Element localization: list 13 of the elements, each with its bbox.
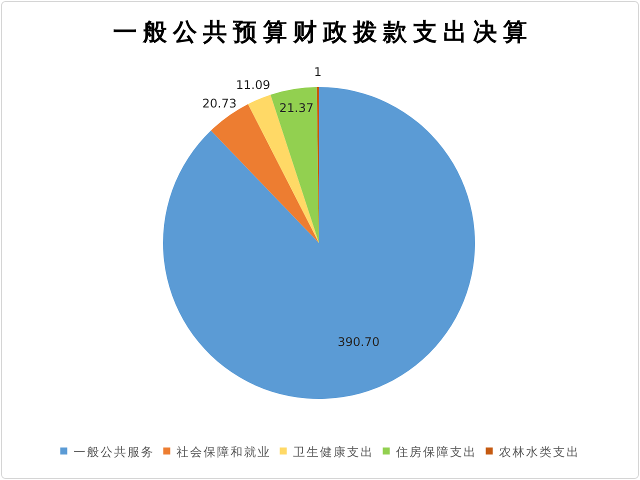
legend-label: 住房保障支出 (394, 445, 477, 459)
data-label: 390.70 (338, 334, 380, 349)
data-label: 11.09 (236, 78, 270, 92)
pie-slice (248, 94, 319, 243)
chart-title: 一般公共预算财政拨款支出决算 (113, 18, 533, 46)
pie-slice (270, 87, 319, 243)
legend-label: 农林水类支出 (498, 445, 580, 459)
legend-label: 一般公共服务 (73, 445, 154, 459)
legend-label: 社会保障和就业 (176, 445, 271, 459)
data-label: 1 (314, 64, 322, 79)
data-label: 21.37 (279, 101, 314, 116)
data-label: 20.73 (202, 96, 237, 111)
legend-label: 卫生健康支出 (292, 445, 374, 459)
